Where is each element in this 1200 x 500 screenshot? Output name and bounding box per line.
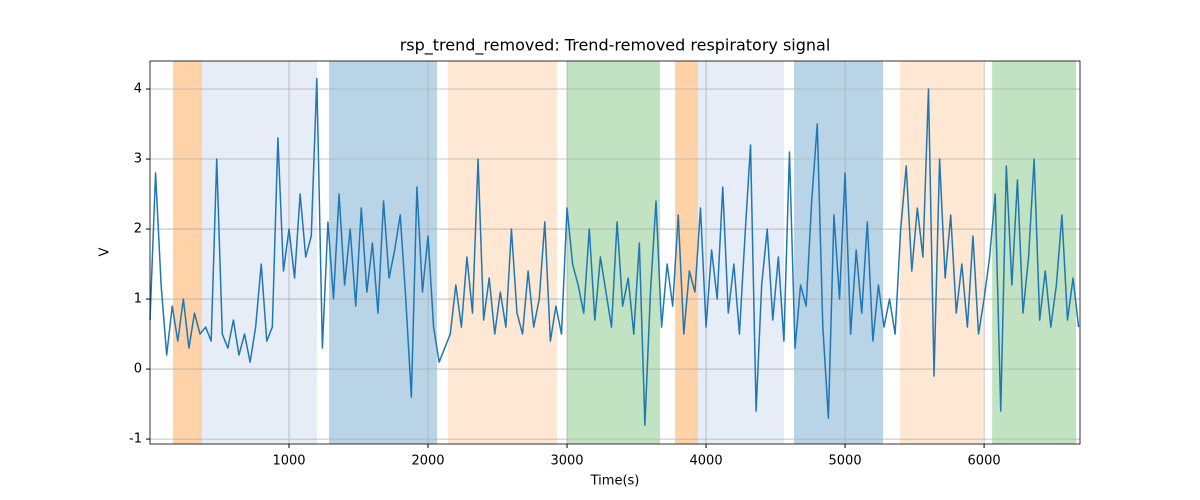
x-tick-label: 3000 xyxy=(550,454,583,469)
span xyxy=(329,61,438,444)
axes-frame xyxy=(149,60,1081,445)
spans xyxy=(172,61,1077,444)
span xyxy=(675,61,698,444)
x-tick-label: 5000 xyxy=(829,454,862,469)
span xyxy=(794,61,884,444)
x-tick-label: 2000 xyxy=(411,454,444,469)
y-tick-label: 0 xyxy=(134,362,142,377)
span xyxy=(201,61,317,444)
grid xyxy=(150,61,1080,444)
x-tick-label: 4000 xyxy=(690,454,723,469)
span xyxy=(992,61,1077,444)
chart-title: rsp_trend_removed: Trend-removed respira… xyxy=(400,36,831,56)
ticks: 1000 2000 3000 4000 5000 6000 -1 0 1 2 3 4 xyxy=(129,82,1001,469)
y-tick-label: 1 xyxy=(134,292,142,307)
span xyxy=(900,61,984,444)
span xyxy=(567,61,661,444)
y-axis-label: V xyxy=(98,247,113,256)
x-tick-label: 6000 xyxy=(968,454,1001,469)
y-tick-label: 3 xyxy=(134,152,142,167)
signal-line xyxy=(149,77,1080,426)
x-axis-label: Time(s) xyxy=(590,474,640,489)
y-tick-label: -1 xyxy=(129,432,142,447)
y-tick-label: 4 xyxy=(134,82,142,97)
span xyxy=(172,61,202,444)
span xyxy=(448,61,558,444)
x-tick-label: 1000 xyxy=(272,454,305,469)
plot xyxy=(149,77,1080,426)
y-tick-label: 2 xyxy=(134,222,142,237)
